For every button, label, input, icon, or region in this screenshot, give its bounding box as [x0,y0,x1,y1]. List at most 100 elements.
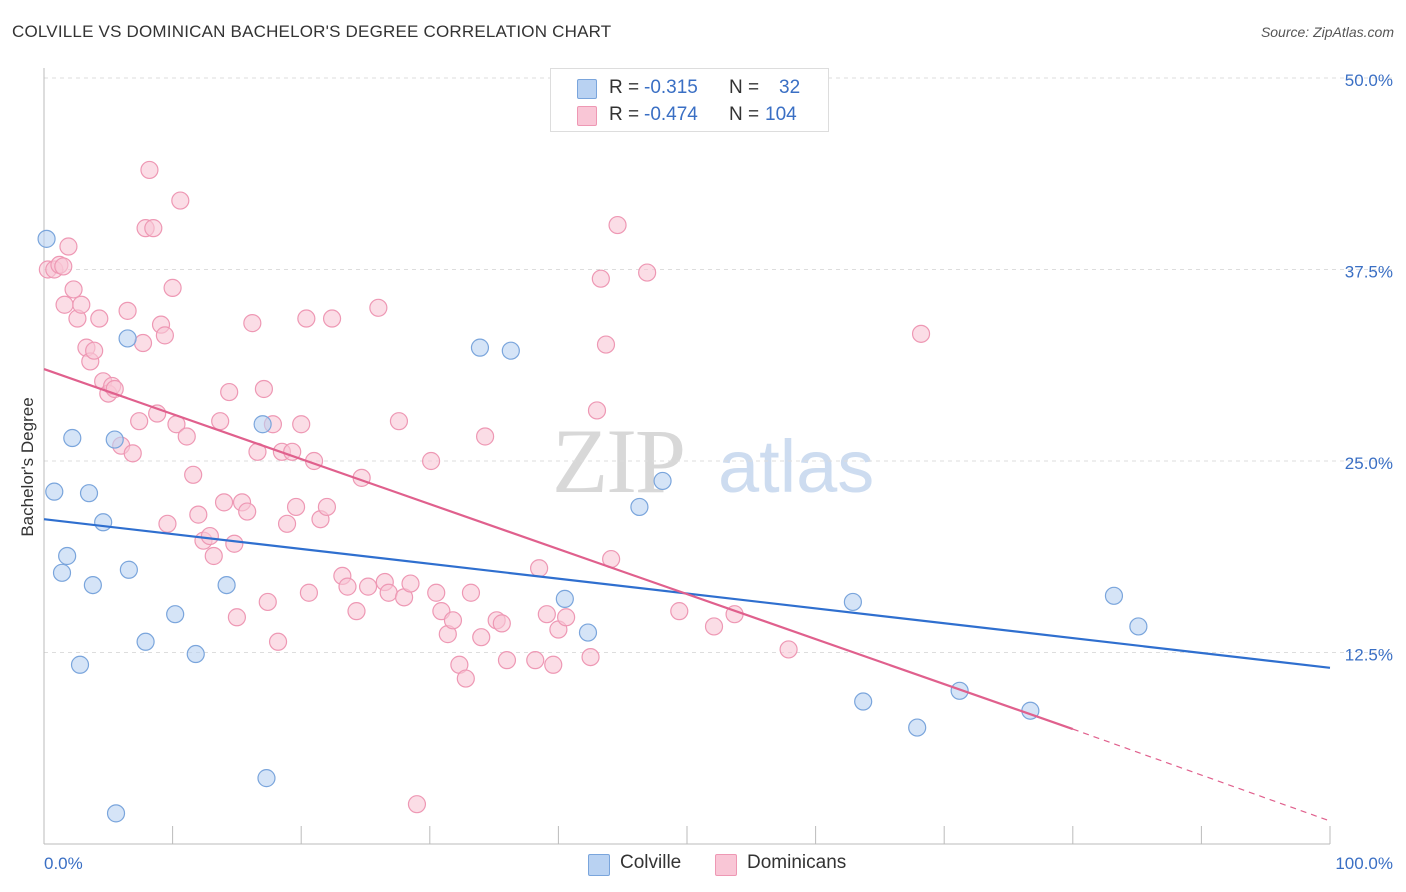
n-label: N = [729,104,760,125]
r-label: R = [609,77,640,98]
dominicans-point [254,379,274,399]
dominicans-point [225,534,244,553]
dominicans-point [144,219,163,238]
dominicans-point [670,602,689,621]
dominicans-point [401,574,420,593]
dominicans-point [587,401,607,420]
dominicans-point [407,795,427,814]
colville-point [501,341,520,360]
colville-point [653,471,672,491]
dominicans-point [526,651,545,670]
dominicans-point [292,415,311,434]
dominicans-legend-swatch [715,854,737,876]
dominicans-point [537,605,556,624]
correlation-legend: R = -0.315 N = 32 R = -0.474 N = 104 [550,68,829,132]
colville-point [37,229,56,248]
dominicans-point [72,295,91,314]
r-value: -0.315 [644,77,698,98]
colville-point [136,632,155,651]
dominicans-point [155,326,174,345]
dominicans-point [704,617,724,636]
colville-point [843,592,862,612]
dominicans-point [243,314,262,333]
dominicans-point [475,427,495,446]
dominicans-point [171,191,190,210]
colville-swatch [577,79,597,99]
dominicans-point [204,546,223,566]
colville-point [1104,586,1124,605]
y-tick-label: 12.5% [1345,646,1393,665]
colville-point [257,769,276,788]
dominicans-point [389,412,409,431]
dominicans-point [118,301,137,320]
dominicans-point [492,614,511,633]
dominicans-point [638,263,657,282]
colville-point [118,329,137,348]
colville-point [83,575,102,595]
dominicans-point [779,640,798,659]
dominicans-point [227,608,246,627]
dominicans-point [608,215,627,235]
dominicans-point [596,335,616,354]
dominicans-point [421,451,441,471]
colville-point [253,415,272,434]
dominicans-point [427,583,446,602]
colville-point [630,497,649,517]
dominicans-point [158,514,177,533]
dominicans-point [214,493,234,512]
dominicans-point [297,309,316,328]
dominicans-point [200,526,219,546]
dominicans-point [59,237,78,256]
colville-legend-label: Colville [620,852,682,873]
dominicans-point [347,602,366,621]
n-value: 104 [765,104,797,125]
dominicans-point [299,583,319,602]
dominicans-point [461,583,481,602]
dominicans-point [133,333,153,353]
dominicans-point [338,577,357,596]
dominicans-legend-label: Dominicans [747,852,847,873]
colville-point [63,428,82,448]
dominicans-point [140,160,159,180]
colville-point [470,338,490,357]
dominicans-point [472,628,491,647]
colville-point [1129,617,1148,636]
colville-point [79,484,99,503]
dominicans-point [123,444,142,463]
dominicans-point [184,465,203,484]
dominicans-point [358,577,378,596]
x-tick-label-min: 0.0% [44,854,83,873]
colville-point [217,575,236,595]
watermark-zip: ZIP [552,410,684,512]
dominicans-point [55,295,74,314]
dominicans-point [90,309,109,328]
dominicans-swatch [577,106,597,126]
colville-point [106,804,126,823]
colville-legend-swatch [588,854,610,876]
dominicans-point [130,412,149,431]
dominicans-point [544,655,563,674]
x-tick-label-max: 100.0% [1335,854,1393,873]
dominicans-point [189,505,208,524]
dominicans-point [54,257,73,276]
dominicans-point [557,608,576,627]
dominicans-point [238,502,257,521]
colville-point [45,482,64,501]
dominicans-point [591,269,610,288]
source-note: Source: ZipAtlas.com [1260,24,1394,40]
dominicans-point [322,309,342,328]
n-label: N = [729,77,760,98]
r-label: R = [609,104,640,125]
dominicans-point [258,592,277,612]
legend-row-colville: R = -0.315 N = 32 [551,75,828,101]
dominicans-point [286,497,306,517]
dominicans-point [443,611,463,630]
dominicans-point [456,669,475,688]
colville-point [94,513,113,532]
dominicans-trend-extension [1072,728,1331,822]
dominicans-point [177,427,196,446]
dominicans-point [317,497,337,517]
colville-point [950,681,969,700]
colville-point [578,623,598,642]
